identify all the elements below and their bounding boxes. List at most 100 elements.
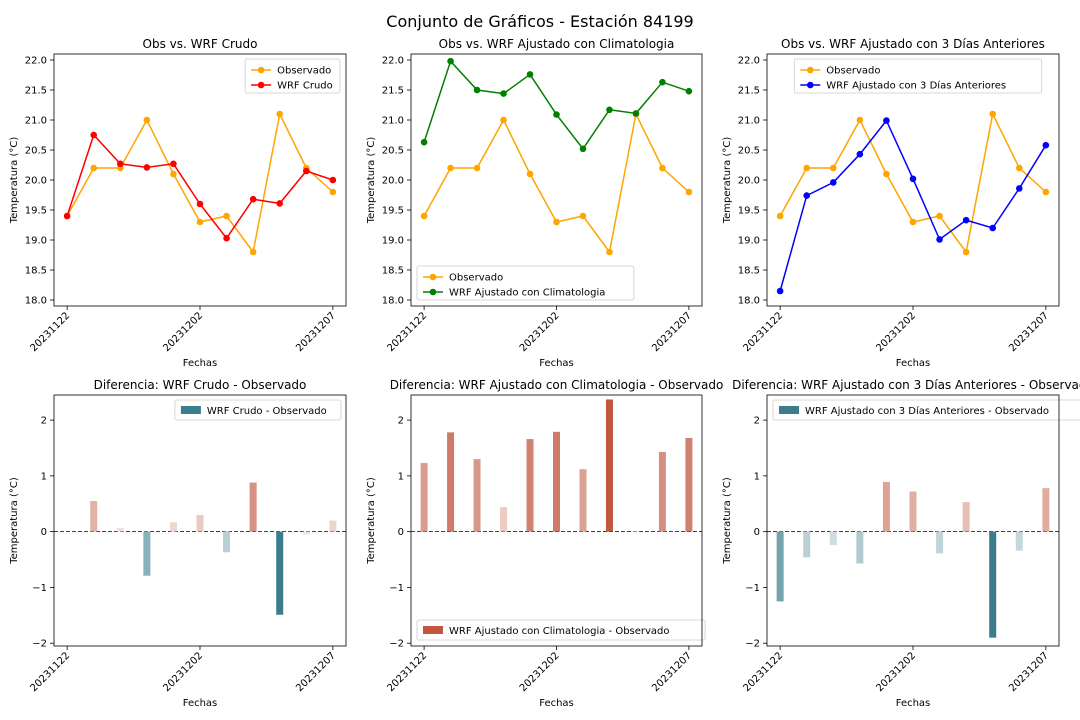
bar bbox=[329, 520, 337, 532]
y-tick-label: 21.5 bbox=[738, 86, 760, 97]
bar bbox=[1042, 488, 1050, 532]
data-point bbox=[685, 87, 693, 95]
y-tick-label: 18.5 bbox=[25, 266, 47, 277]
bar bbox=[658, 451, 666, 532]
x-tick-label: 20231122 bbox=[28, 310, 72, 354]
legend-box bbox=[793, 58, 1043, 94]
legend-entry: WRF Ajustado con 3 Días Anteriores - Obs… bbox=[805, 405, 1049, 417]
axes-frame bbox=[766, 53, 1060, 307]
data-point bbox=[962, 216, 970, 224]
axes-frame bbox=[410, 394, 703, 647]
y-tick-label: 21.0 bbox=[25, 116, 47, 127]
bar bbox=[936, 531, 944, 554]
legend-entry: WRF Ajustado con 3 Días Anteriores bbox=[826, 80, 1006, 92]
legend-marker bbox=[807, 81, 814, 89]
data-point bbox=[500, 90, 507, 97]
x-tick-label: 20231122 bbox=[741, 310, 785, 354]
y-tick-label: 0 bbox=[398, 527, 404, 538]
bar bbox=[962, 502, 970, 532]
y-tick-label: −1 bbox=[389, 583, 404, 594]
data-point bbox=[420, 212, 428, 220]
x-tick-label: 20231202 bbox=[161, 310, 205, 354]
legend-marker bbox=[807, 66, 814, 74]
y-tick-label: 18.0 bbox=[738, 296, 760, 307]
legend-entry: WRF Crudo - Observado bbox=[207, 406, 327, 417]
y-axis-label: Temperatura (°C) bbox=[366, 137, 377, 225]
data-point bbox=[420, 138, 428, 146]
legend-box bbox=[416, 619, 706, 641]
subplot-title: Diferencia: WRF Ajustado con Climatologi… bbox=[390, 378, 724, 392]
series-line bbox=[779, 111, 1047, 254]
data-point bbox=[659, 164, 666, 172]
bar bbox=[882, 482, 890, 532]
y-tick-label: −2 bbox=[32, 639, 47, 650]
data-point bbox=[143, 116, 151, 124]
data-point bbox=[170, 160, 177, 168]
y-tick-label: 21.5 bbox=[382, 86, 404, 97]
y-tick-label: 20.5 bbox=[382, 146, 404, 157]
y-axis-label: Temperatura (°C) bbox=[722, 477, 733, 565]
y-tick-label: −2 bbox=[745, 639, 760, 650]
data-point bbox=[1042, 188, 1050, 196]
y-tick-label: 22.0 bbox=[25, 56, 47, 67]
bar bbox=[447, 432, 455, 532]
y-tick-label: 22.0 bbox=[738, 56, 760, 67]
subplot-5: Diferencia: WRF Ajustado con Climatologi… bbox=[366, 378, 723, 709]
data-point bbox=[526, 170, 534, 178]
bar bbox=[579, 469, 587, 532]
data-point bbox=[223, 212, 230, 220]
y-tick-label: 22.0 bbox=[382, 56, 404, 67]
bar bbox=[553, 431, 560, 532]
subplot-title: Diferencia: WRF Ajustado con 3 Días Ante… bbox=[732, 378, 1080, 392]
data-point bbox=[473, 164, 481, 172]
data-point bbox=[1015, 164, 1023, 172]
data-point bbox=[685, 188, 693, 196]
bar bbox=[1015, 531, 1023, 551]
y-tick-label: 19.0 bbox=[382, 236, 404, 247]
y-axis-label: Temperatura (°C) bbox=[9, 477, 20, 565]
data-point bbox=[196, 200, 204, 208]
legend-swatch bbox=[180, 406, 201, 414]
y-axis-label: Temperatura (°C) bbox=[366, 477, 377, 565]
y-tick-label: 18.0 bbox=[25, 296, 47, 307]
bar bbox=[116, 527, 124, 532]
data-point bbox=[829, 164, 837, 172]
series-line bbox=[779, 119, 1047, 292]
bar bbox=[500, 507, 508, 532]
data-point bbox=[500, 116, 507, 124]
data-point bbox=[473, 86, 481, 94]
legend: Observado WRF Ajustado con Climatologia bbox=[416, 265, 635, 301]
y-tick-label: 19.5 bbox=[25, 206, 47, 217]
y-tick-label: 19.5 bbox=[738, 206, 760, 217]
bar bbox=[196, 514, 204, 532]
legend: WRF Ajustado con 3 Días Anteriores - Obs… bbox=[772, 399, 1080, 421]
legend-entry: Observado bbox=[826, 66, 880, 77]
data-point bbox=[63, 212, 71, 220]
bar bbox=[829, 531, 837, 546]
y-tick-label: −1 bbox=[745, 583, 760, 594]
y-tick-label: 18.5 bbox=[738, 266, 760, 277]
data-point bbox=[329, 188, 337, 196]
subplot-6: Diferencia: WRF Ajustado con 3 Días Ante… bbox=[722, 378, 1080, 709]
y-tick-label: 18.0 bbox=[382, 296, 404, 307]
data-point bbox=[116, 160, 124, 168]
subplot-title: Obs vs. WRF Ajustado con Climatologia bbox=[439, 37, 675, 51]
data-point bbox=[276, 110, 284, 118]
x-tick-label: 20231122 bbox=[385, 310, 429, 354]
axes-frame bbox=[410, 53, 703, 307]
bar bbox=[632, 531, 640, 532]
legend-box bbox=[174, 399, 342, 421]
data-point bbox=[829, 179, 837, 186]
data-point bbox=[553, 218, 560, 226]
y-tick-label: 21.0 bbox=[738, 116, 760, 127]
x-axis-label: Fechas bbox=[539, 358, 574, 369]
legend: Observado WRF Ajustado con 3 Días Anterio… bbox=[793, 58, 1043, 94]
bar bbox=[776, 531, 784, 602]
data-point bbox=[553, 111, 560, 118]
bar bbox=[169, 522, 177, 532]
bar bbox=[473, 459, 481, 532]
data-point bbox=[249, 248, 257, 256]
data-point bbox=[883, 170, 890, 178]
y-tick-label: −2 bbox=[389, 639, 404, 650]
